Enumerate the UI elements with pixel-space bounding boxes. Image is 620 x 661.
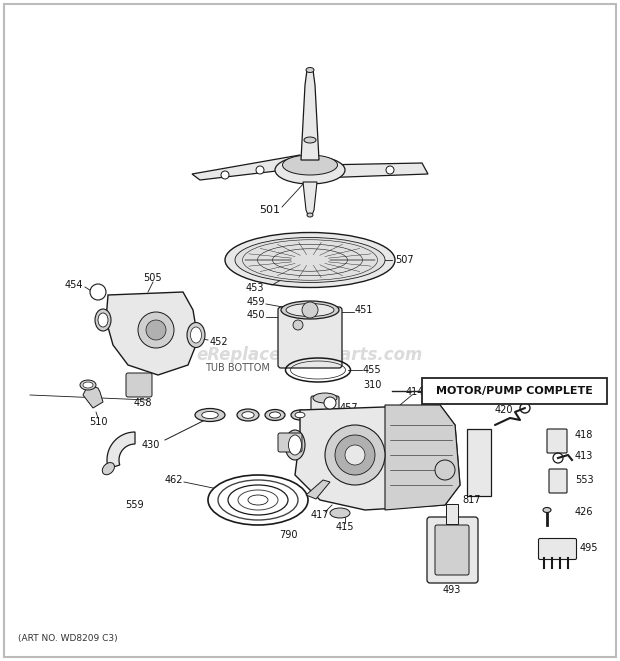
Ellipse shape <box>102 463 115 475</box>
Ellipse shape <box>98 313 108 327</box>
Ellipse shape <box>270 412 280 418</box>
Polygon shape <box>83 385 103 408</box>
FancyBboxPatch shape <box>4 4 616 657</box>
FancyBboxPatch shape <box>278 307 342 368</box>
Circle shape <box>138 312 174 348</box>
Polygon shape <box>303 182 317 215</box>
Circle shape <box>325 425 385 485</box>
Text: 430: 430 <box>141 440 160 450</box>
Text: 417: 417 <box>311 510 329 520</box>
Text: 426: 426 <box>575 507 593 517</box>
Ellipse shape <box>330 508 350 518</box>
Polygon shape <box>385 405 460 510</box>
Circle shape <box>335 435 375 475</box>
Text: 458: 458 <box>134 398 153 408</box>
FancyBboxPatch shape <box>435 525 469 575</box>
Text: TUB BOTTOM: TUB BOTTOM <box>205 363 270 373</box>
Circle shape <box>345 445 365 465</box>
Polygon shape <box>107 432 135 469</box>
Text: 453: 453 <box>246 283 264 293</box>
Polygon shape <box>306 480 330 499</box>
Circle shape <box>293 320 303 330</box>
FancyBboxPatch shape <box>539 539 577 559</box>
Ellipse shape <box>80 380 96 390</box>
Ellipse shape <box>237 409 259 421</box>
Circle shape <box>324 397 336 409</box>
Text: 493: 493 <box>443 585 461 595</box>
Text: 495: 495 <box>580 543 598 553</box>
Text: 507: 507 <box>396 255 414 265</box>
Text: eReplacementParts.com: eReplacementParts.com <box>197 346 423 364</box>
Text: 559: 559 <box>126 500 144 510</box>
Polygon shape <box>301 70 319 160</box>
FancyBboxPatch shape <box>311 396 339 422</box>
Text: 450: 450 <box>247 310 265 320</box>
Ellipse shape <box>283 155 337 175</box>
Text: 817: 817 <box>463 495 481 505</box>
Text: 415: 415 <box>336 522 354 532</box>
Text: 510: 510 <box>89 417 107 427</box>
Ellipse shape <box>190 327 202 343</box>
FancyBboxPatch shape <box>422 378 607 404</box>
Text: 462: 462 <box>164 475 183 485</box>
Text: 420: 420 <box>495 405 513 415</box>
Ellipse shape <box>225 233 395 288</box>
Ellipse shape <box>83 382 93 388</box>
Circle shape <box>386 166 394 174</box>
Ellipse shape <box>195 408 225 422</box>
FancyBboxPatch shape <box>446 504 458 524</box>
Text: 553: 553 <box>575 475 593 485</box>
Text: MOTOR/PUMP COMPLETE: MOTOR/PUMP COMPLETE <box>436 386 593 396</box>
Ellipse shape <box>288 435 301 455</box>
FancyBboxPatch shape <box>278 433 302 452</box>
Circle shape <box>302 302 318 318</box>
Circle shape <box>221 171 229 179</box>
Ellipse shape <box>281 301 339 319</box>
Circle shape <box>435 460 455 480</box>
FancyBboxPatch shape <box>427 517 478 583</box>
Text: 451: 451 <box>355 305 373 315</box>
Text: 455: 455 <box>363 365 382 375</box>
Circle shape <box>146 320 166 340</box>
FancyBboxPatch shape <box>547 429 567 453</box>
Text: 790: 790 <box>279 530 297 540</box>
FancyBboxPatch shape <box>126 373 152 397</box>
Text: 457: 457 <box>340 403 358 413</box>
Ellipse shape <box>286 303 334 317</box>
Text: 310: 310 <box>363 380 382 390</box>
Ellipse shape <box>95 309 111 331</box>
Polygon shape <box>192 155 302 180</box>
Polygon shape <box>318 163 428 178</box>
Ellipse shape <box>265 410 285 420</box>
Ellipse shape <box>235 237 385 282</box>
Text: 459: 459 <box>247 297 265 307</box>
Text: 413: 413 <box>575 451 593 461</box>
Ellipse shape <box>275 156 345 184</box>
Ellipse shape <box>313 393 337 403</box>
Ellipse shape <box>295 412 305 418</box>
Text: 505: 505 <box>144 273 162 283</box>
Ellipse shape <box>187 323 205 348</box>
Ellipse shape <box>291 410 309 420</box>
Text: 452: 452 <box>210 337 229 347</box>
Ellipse shape <box>242 412 254 418</box>
Ellipse shape <box>202 411 218 418</box>
Polygon shape <box>106 292 198 375</box>
Text: 501: 501 <box>260 205 280 215</box>
Polygon shape <box>295 405 460 510</box>
Ellipse shape <box>306 67 314 73</box>
Text: 414: 414 <box>406 387 424 397</box>
Ellipse shape <box>307 213 313 217</box>
Text: (ART NO. WD8209 C3): (ART NO. WD8209 C3) <box>18 633 118 642</box>
Ellipse shape <box>543 508 551 512</box>
Ellipse shape <box>285 430 305 460</box>
Circle shape <box>256 166 264 174</box>
Ellipse shape <box>304 137 316 143</box>
Text: 418: 418 <box>575 430 593 440</box>
FancyBboxPatch shape <box>549 469 567 493</box>
Text: 454: 454 <box>64 280 83 290</box>
FancyBboxPatch shape <box>467 429 491 496</box>
Circle shape <box>90 284 106 300</box>
